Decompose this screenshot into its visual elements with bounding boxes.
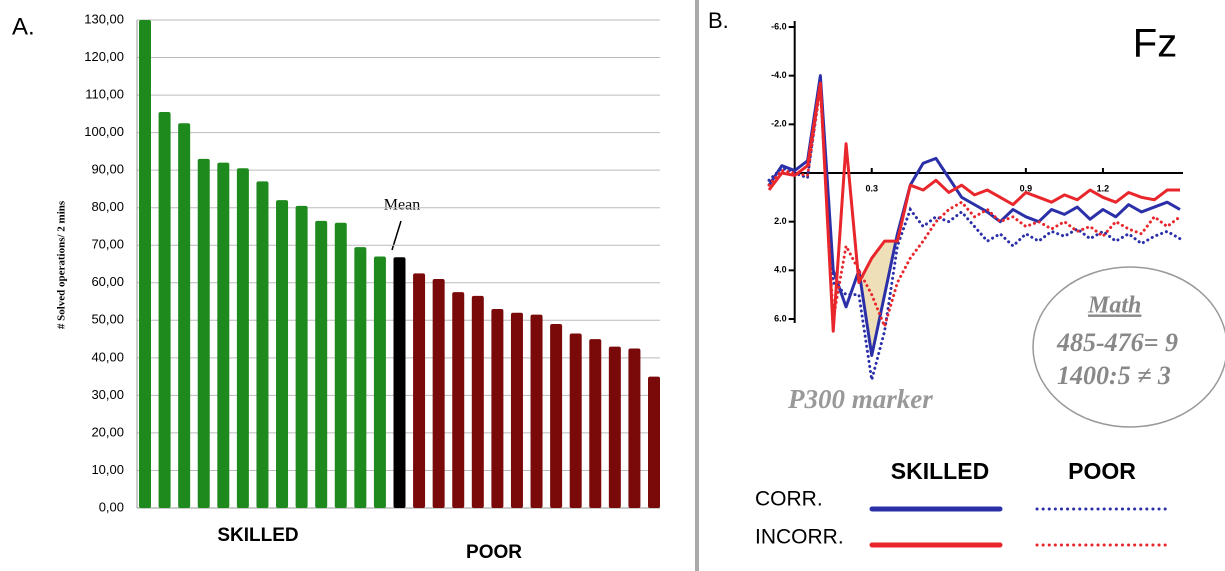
y-tick-label: -6.0 [771,21,787,31]
y-tick-label: -2.0 [771,119,787,129]
y-tick-label: 100,00 [84,124,124,139]
bar [510,312,523,508]
bar [178,123,191,508]
bar [197,158,210,508]
y-tick-label: 70,00 [91,237,124,252]
bar [608,346,621,508]
bar [569,333,582,508]
panel-label: A. [12,13,35,40]
math-ellipse [1032,266,1225,428]
bar [217,162,230,508]
bar [295,205,308,509]
bar [393,257,406,508]
y-tick-label: 0,00 [99,499,124,514]
legend-row: CORR. [755,488,823,511]
chart-title: Fz [1133,22,1177,66]
bar [334,222,347,508]
bar [158,111,171,508]
bar [628,348,641,508]
y-tick-label: -4.0 [771,70,787,80]
y-tick-label: 90,00 [91,162,124,177]
bar [139,20,151,508]
bar [373,256,386,508]
group-label: SKILLED [217,525,298,546]
x-tick-label: 0.3 [865,183,878,193]
x-tick-label: 1.2 [1097,183,1110,193]
bar [589,339,602,508]
bar [236,168,249,508]
y-tick-label: 4.0 [774,265,787,275]
bar [648,376,660,508]
math-box: Math 485-476= 9 1400:5 ≠ 3 [1032,266,1225,428]
bar [491,309,504,508]
math-line: 1400:5 ≠ 3 [1057,361,1171,390]
bar [354,247,367,508]
bar [471,295,484,508]
y-axis-label: # Solved operations/ 2 mins [56,200,68,329]
mean-label: Mean [384,197,420,214]
y-tick-label: 6.0 [774,313,787,323]
y-tick-label: 80,00 [91,199,124,214]
y-tick-label: 130,00 [84,11,124,26]
bar [432,279,445,508]
y-tick-label: 20,00 [91,424,124,439]
y-tick-label: 120,00 [84,49,124,64]
legend-row: INCORR. [755,526,844,549]
bar [530,314,543,508]
series-line [767,81,1180,333]
y-tick-label: 110,00 [85,87,124,102]
panel-label: B. [708,8,729,33]
y-tick-label: 10,00 [91,462,124,477]
marker-label: P300 marker [787,384,933,414]
series-line [767,87,1182,331]
bar [452,292,465,508]
math-title: Math [1087,293,1141,319]
group-label: POOR [466,542,522,563]
y-tick-label: 50,00 [91,312,124,327]
bar [315,220,328,509]
y-tick-label: 2.0 [774,216,787,226]
bar [550,324,563,508]
bar [256,181,269,508]
x-tick-label: 0.9 [1020,183,1033,193]
math-line: 485-476= 9 [1056,328,1178,357]
y-tick-label: 30,00 [91,387,124,402]
y-tick-label: 40,00 [91,349,124,364]
y-tick-label: 60,00 [91,274,124,289]
bar [276,200,289,508]
legend-column: POOR [1068,458,1136,484]
bar [413,273,426,508]
legend-column: SKILLED [891,458,989,484]
